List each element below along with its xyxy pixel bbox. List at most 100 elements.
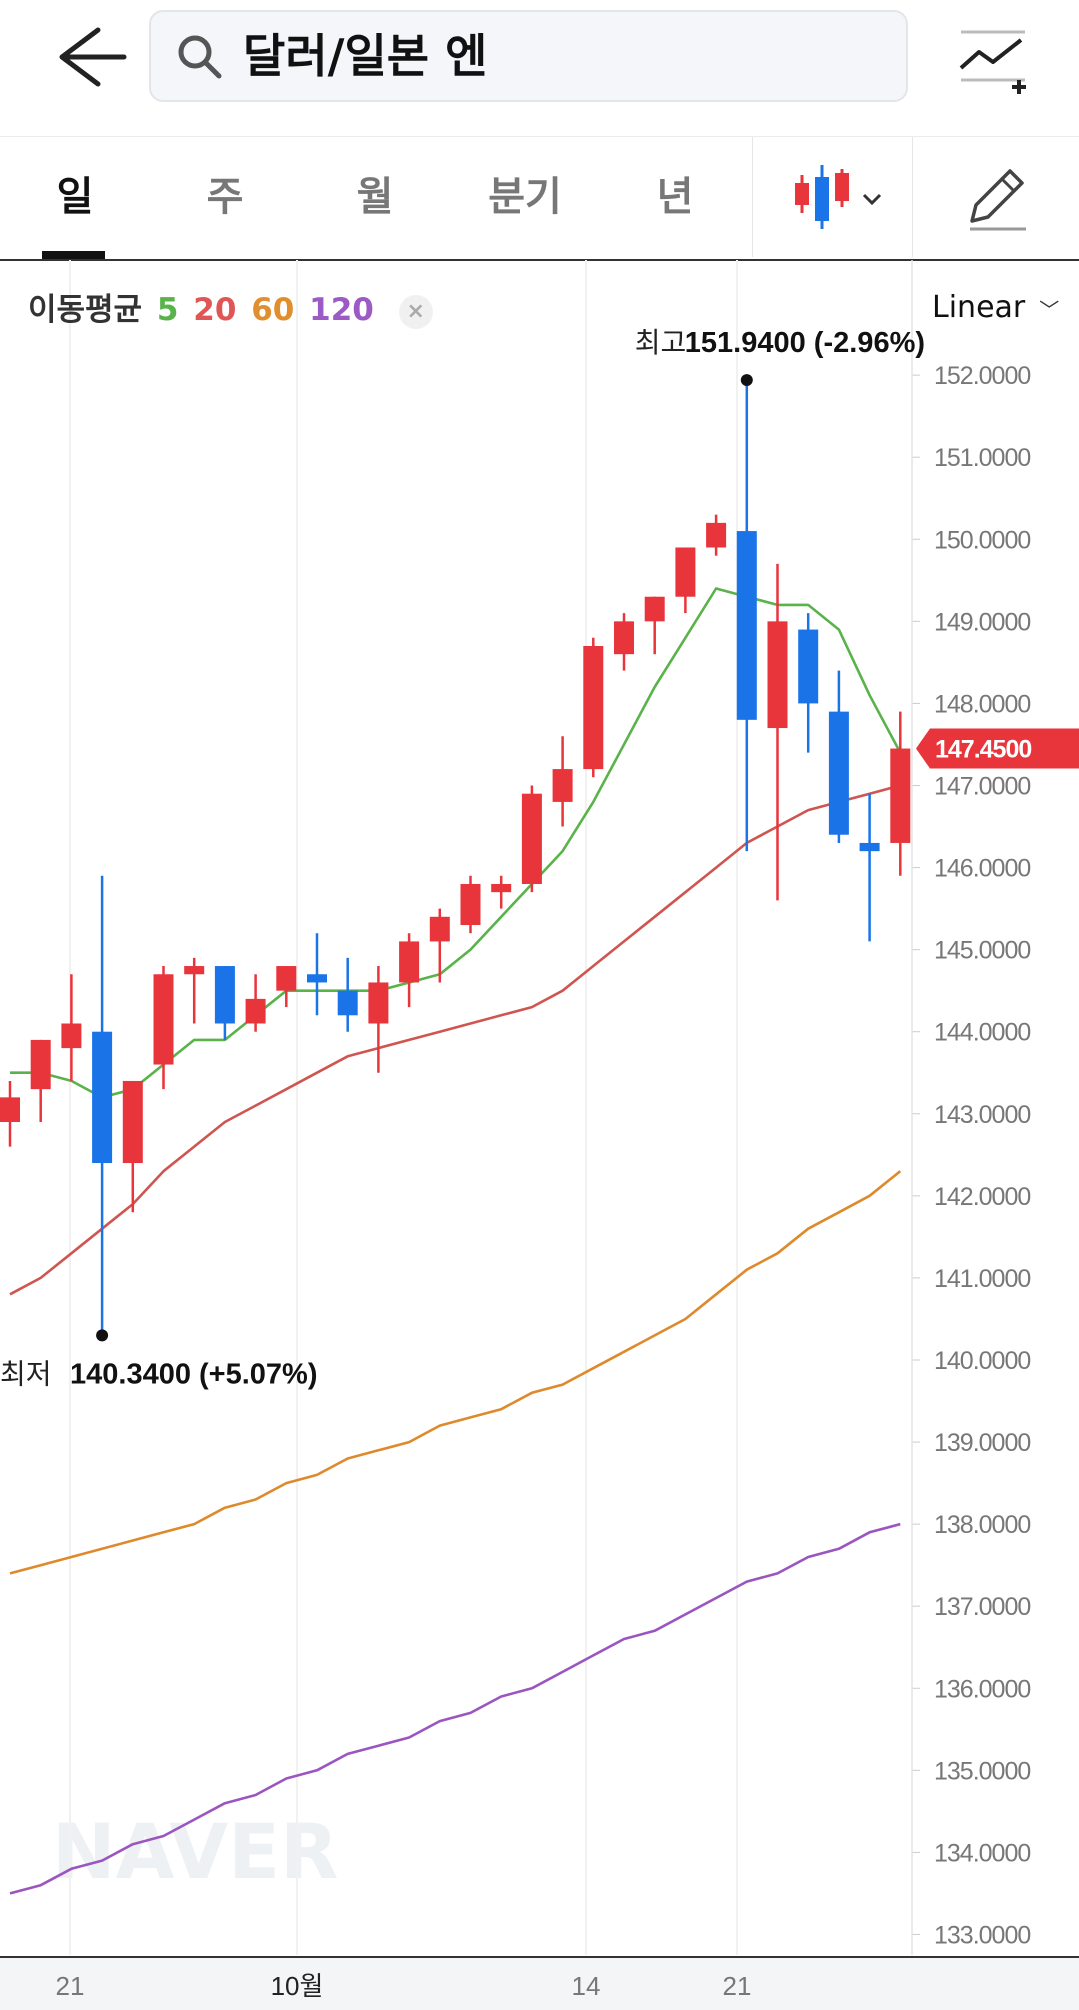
y-tick-label: 145.0000 <box>934 937 1030 965</box>
moving-average-line-120 <box>9 1522 901 1895</box>
candle-body <box>767 621 788 729</box>
period-tab-bar: 일 주 월 분기 년 <box>0 137 1079 261</box>
candle-body <box>521 793 542 884</box>
y-tick-label: 133.0000 <box>934 1921 1030 1949</box>
candle-body <box>859 842 880 852</box>
close-icon[interactable]: × <box>398 294 433 329</box>
drawing-tool-button[interactable] <box>912 137 1079 257</box>
chart-add-icon <box>959 30 1026 94</box>
candle-body <box>644 596 665 622</box>
low-marker <box>96 1329 109 1342</box>
high-label-value: 151.9400 (-2.96%) <box>685 327 925 359</box>
tab-month[interactable]: 월 <box>356 174 394 220</box>
legend-ma120: 120 <box>309 292 374 328</box>
chevron-down-icon <box>862 193 882 206</box>
y-tick-label: 150.0000 <box>934 526 1030 554</box>
candle-body <box>429 916 450 942</box>
candle-body <box>583 645 604 770</box>
candle-body <box>460 883 481 926</box>
candle-body <box>214 966 235 1024</box>
legend-ma60: 60 <box>251 292 295 328</box>
candlestick-chart[interactable]: NAVER 152.0000 151.0000 150.0000 149.0000 148… <box>0 260 1079 2010</box>
scale-dropdown[interactable]: Linear ﹀ <box>932 290 1059 325</box>
candlestick-icon <box>795 165 882 229</box>
current-price-tag <box>916 728 1079 769</box>
candle-body <box>245 998 266 1024</box>
current-price-label: 147.4500 <box>935 736 1031 764</box>
scale-label: Linear <box>932 290 1026 325</box>
search-icon <box>178 35 222 79</box>
x-tick-label: 10월 <box>271 1971 324 2001</box>
y-tick-label: 137.0000 <box>934 1593 1030 1621</box>
candle-body <box>184 966 205 975</box>
candle-body <box>61 1023 82 1049</box>
y-tick-label: 146.0000 <box>934 855 1030 883</box>
chart-area[interactable]: NAVER 152.0000 151.0000 150.0000 149.0000 148… <box>0 260 1079 2010</box>
candle-body <box>0 1097 20 1122</box>
y-tick-label: 138.0000 <box>934 1511 1030 1539</box>
candle-body <box>30 1039 51 1090</box>
tab-divider <box>912 137 913 257</box>
x-tick-label: 14 <box>572 1971 601 2001</box>
candle-body <box>890 748 911 843</box>
pencil-icon <box>970 169 1026 231</box>
candle-body <box>307 974 327 983</box>
candle-body <box>491 883 512 893</box>
candle-body <box>122 1080 143 1164</box>
compare-chart-button[interactable] <box>955 24 1035 94</box>
candle-body <box>399 941 420 983</box>
candle-body <box>614 621 634 655</box>
moving-average-legend: 이동평균 5 20 60 120 × <box>28 284 437 329</box>
tab-divider <box>752 137 753 257</box>
tab-quarter[interactable]: 분기 <box>488 174 562 220</box>
y-tick-label: 147.0000 <box>934 772 1030 800</box>
y-tick-label: 142.0000 <box>934 1183 1030 1211</box>
y-tick-label: 144.0000 <box>934 1019 1030 1047</box>
candle-body <box>368 982 389 1024</box>
candle-body <box>92 1031 113 1164</box>
y-tick-label: 148.0000 <box>934 690 1030 718</box>
moving-average-line-20 <box>9 784 901 1296</box>
low-label-value: 140.3400 (+5.07%) <box>70 1358 318 1390</box>
y-tick-label: 135.0000 <box>934 1757 1030 1785</box>
tab-day[interactable]: 일 <box>0 137 150 259</box>
legend-title: 이동평균 <box>28 292 143 328</box>
arrow-left-icon <box>59 27 127 87</box>
back-button[interactable] <box>40 20 130 94</box>
candle-body <box>706 522 727 548</box>
candle-body <box>736 531 757 720</box>
y-tick-label: 143.0000 <box>934 1101 1030 1129</box>
naver-watermark: NAVER <box>52 1807 339 1896</box>
candle-body <box>828 711 849 835</box>
chart-type-dropdown[interactable] <box>752 137 912 257</box>
top-bar: 달러/일본 엔 <box>0 0 1079 137</box>
moving-average-line-5 <box>10 587 902 1099</box>
candle-body <box>337 990 358 1016</box>
legend-ma20: 20 <box>193 292 237 328</box>
x-axis-band <box>0 1957 1079 2010</box>
candle-body <box>675 547 696 597</box>
x-tick-label: 21 <box>56 1971 85 2001</box>
candle-body <box>798 629 819 704</box>
tab-year[interactable]: 년 <box>656 174 694 220</box>
y-tick-label: 134.0000 <box>934 1839 1030 1867</box>
y-tick-label: 151.0000 <box>934 444 1030 472</box>
y-tick-label: 152.0000 <box>934 362 1030 390</box>
candle-body <box>153 974 174 1065</box>
y-tick-label: 149.0000 <box>934 608 1030 636</box>
high-marker <box>740 374 753 387</box>
moving-average-line-60 <box>9 1170 902 1575</box>
y-tick-label: 140.0000 <box>934 1347 1030 1375</box>
search-query-text: 달러/일본 엔 <box>243 29 488 83</box>
high-label-prefix: 최고 <box>635 326 687 359</box>
tab-week[interactable]: 주 <box>206 174 244 220</box>
y-tick-label: 141.0000 <box>934 1265 1030 1293</box>
low-label-prefix: 최저 <box>0 1357 52 1390</box>
search-input[interactable]: 달러/일본 엔 <box>149 10 908 102</box>
candle-body <box>276 966 297 991</box>
y-tick-label: 139.0000 <box>934 1429 1030 1457</box>
legend-ma5: 5 <box>156 292 179 328</box>
x-tick-label: 21 <box>723 1971 752 2001</box>
chevron-down-icon: ﹀ <box>1039 298 1060 322</box>
y-tick-label: 136.0000 <box>934 1675 1030 1703</box>
